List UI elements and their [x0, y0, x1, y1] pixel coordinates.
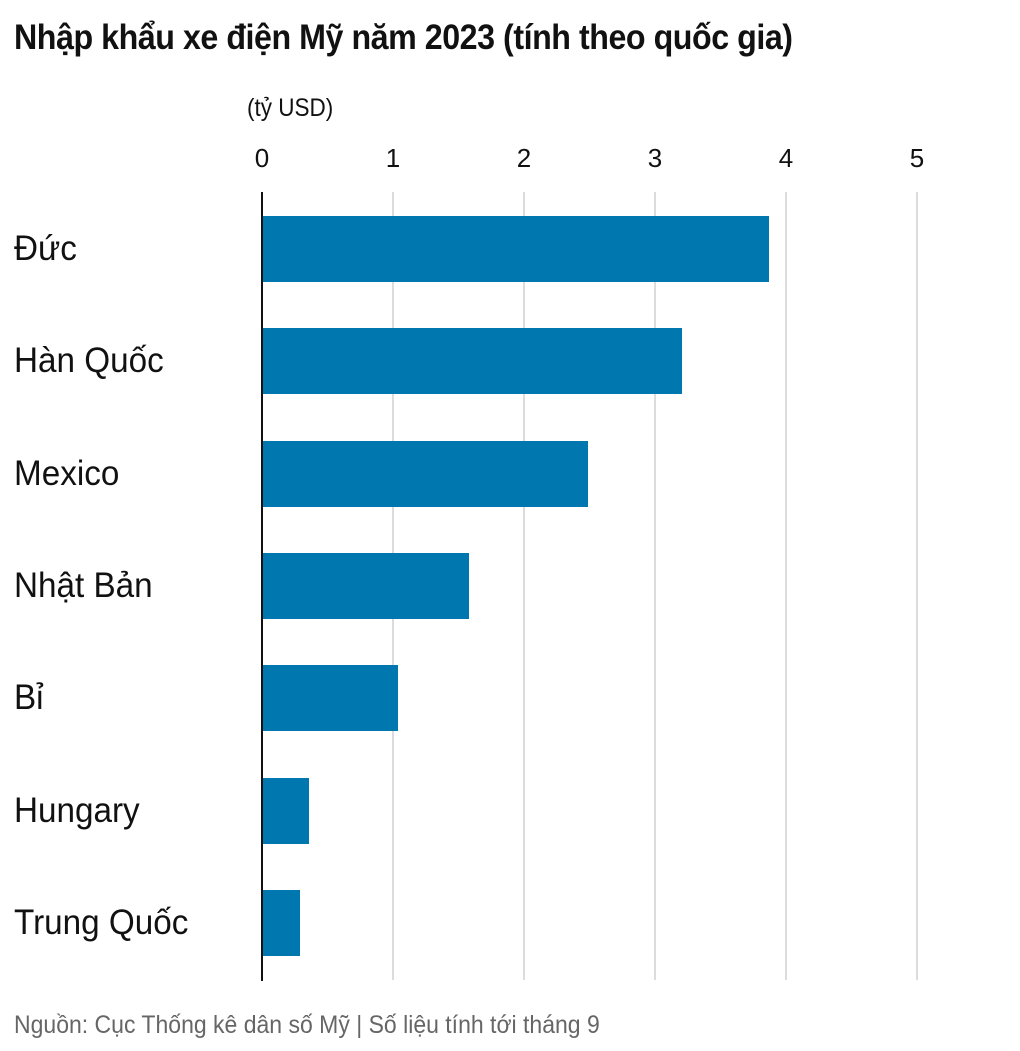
x-tick-label: 5	[909, 143, 925, 173]
gridline	[916, 192, 918, 980]
gridline	[785, 192, 787, 980]
category-label: Hungary	[14, 790, 140, 830]
category-label: Nhật Bản	[14, 565, 153, 605]
category-label: Mexico	[14, 453, 120, 493]
bar	[263, 552, 469, 619]
x-tick-label: 2	[516, 143, 532, 173]
x-tick-label: 4	[778, 143, 794, 173]
x-tick-label: 0	[254, 143, 270, 173]
x-tick-label: 3	[647, 143, 663, 173]
gridline	[523, 192, 525, 980]
gridline	[654, 192, 656, 980]
bar	[263, 440, 588, 507]
source-note: Nguồn: Cục Thống kê dân số Mỹ | Số liệu …	[14, 1011, 600, 1039]
bar	[263, 216, 769, 282]
category-label: Đức	[14, 229, 77, 268]
category-label: Bỉ	[14, 678, 44, 718]
axis-unit-label: (tỷ USD)	[247, 94, 334, 122]
category-label: Trung Quốc	[14, 902, 189, 942]
y-axis-line	[261, 192, 263, 981]
bar	[263, 777, 309, 844]
chart-title: Nhập khẩu xe điện Mỹ năm 2023 (tính theo…	[14, 18, 793, 57]
bar	[263, 665, 398, 732]
bar	[263, 328, 683, 395]
x-tick-label: 1	[385, 143, 401, 173]
bar	[263, 889, 300, 956]
category-label: Hàn Quốc	[14, 341, 164, 381]
